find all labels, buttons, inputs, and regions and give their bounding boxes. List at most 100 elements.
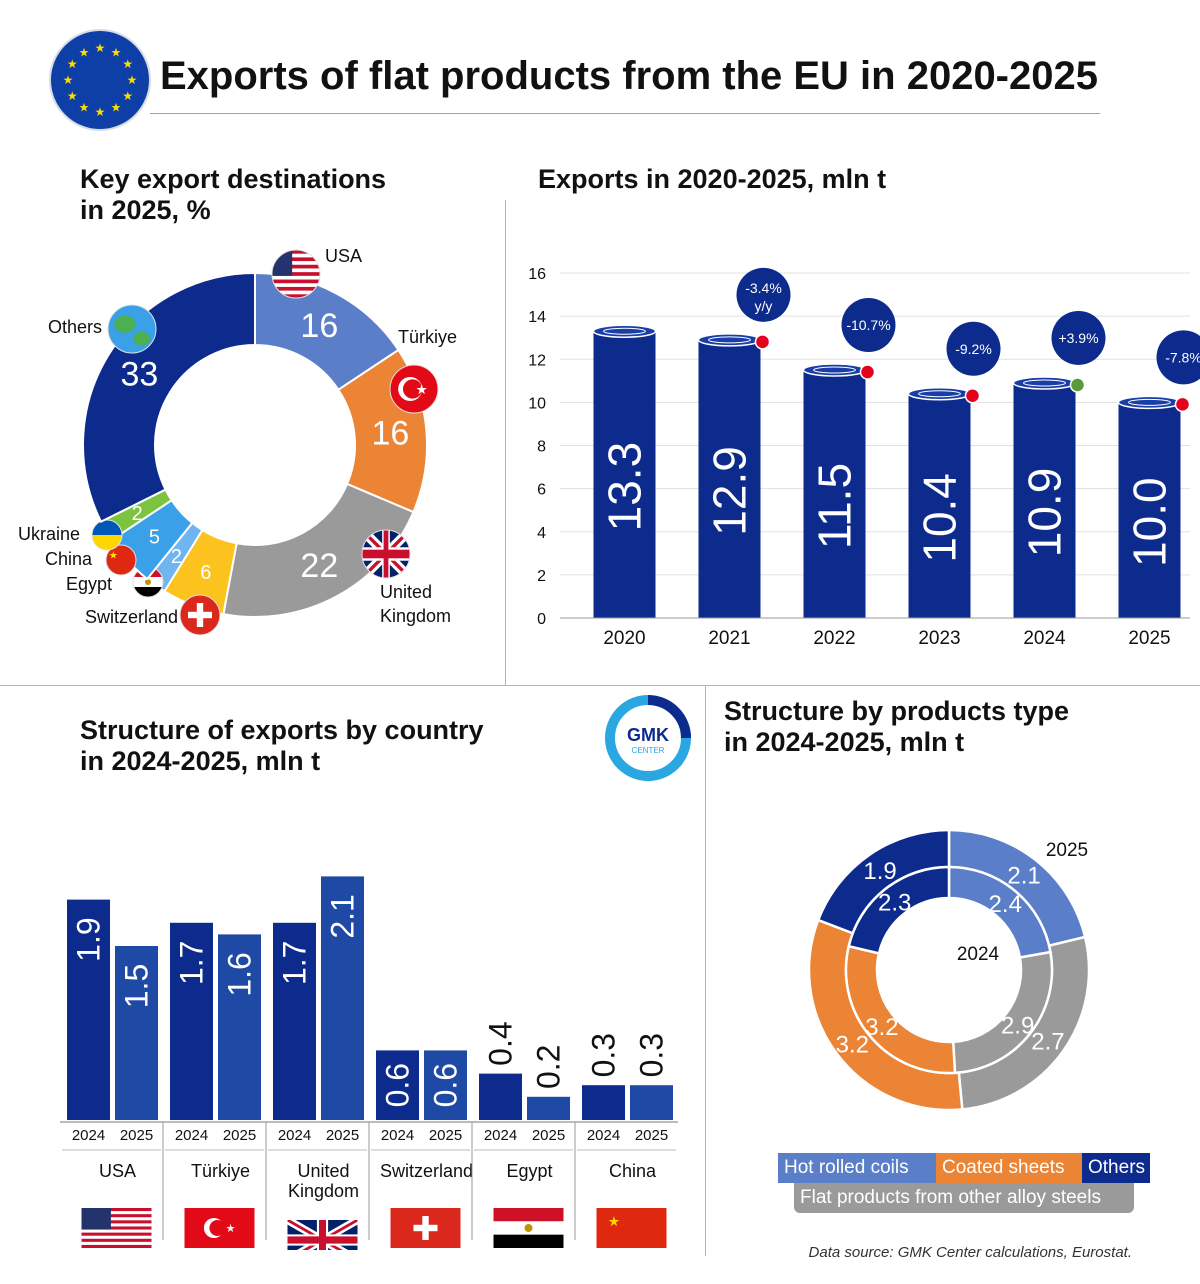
country-year-label: 2025 [223, 1127, 256, 1144]
country-year-label: 2025 [120, 1127, 153, 1144]
product-structure-title: Structure by products type in 2024-2025,… [724, 696, 1069, 758]
exports-ytick: 2 [537, 568, 546, 585]
country-year-label: 2025 [429, 1127, 462, 1144]
country-value-label: 1.7 [174, 941, 210, 985]
svg-text:★: ★ [109, 551, 118, 562]
exports-bar-2025 [1118, 402, 1181, 618]
country-bar-china-2024 [582, 1085, 625, 1120]
exports-bar-2024 [1013, 382, 1076, 618]
eu-star-icon: ★ [63, 73, 74, 87]
donut-title-line-2: in 2025, % [80, 195, 211, 225]
exports-change-marker [1069, 377, 1086, 393]
product-structure-chart: 2.1 2.7 3.2 1.9 2.4 2.9 3.2 2.3 2025 2024 [807, 828, 1091, 1112]
exports-value-label: 10.9 [1019, 468, 1071, 558]
exports-value-label: 12.9 [704, 446, 756, 536]
country-bar-egypt-2024 [479, 1073, 522, 1120]
switzerland-flag-icon [179, 594, 221, 636]
exports-xtick: 2023 [918, 628, 960, 649]
exports-value-label: 10.0 [1124, 477, 1176, 567]
country-bar-united-kingdom-2024 [273, 922, 316, 1120]
country-value-label: 1.6 [222, 952, 258, 996]
country-value-label: 0.6 [380, 1063, 416, 1107]
exports-ytick: 4 [537, 525, 546, 542]
country-bar-t-rkiye-2024 [170, 922, 213, 1120]
country-value-label: 1.7 [277, 941, 313, 985]
donut-value-united-kingdom: 22 [300, 547, 338, 585]
exports-title: Exports in 2020-2025, mln t [538, 164, 887, 194]
exports-change-label: -9.2% [955, 341, 992, 357]
exports-change-bubble [841, 298, 896, 353]
exports-change-label: -10.7% [846, 317, 890, 333]
donut-label-ukraine: Ukraine [18, 524, 80, 544]
svg-text:★: ★ [226, 1223, 236, 1235]
product-value-label: 1.9 [863, 858, 896, 885]
donut-value-others: 33 [120, 355, 158, 393]
donut-label-china: China [45, 549, 93, 569]
donut-value-ukraine: 2 [132, 503, 143, 525]
product-value-label: 2.1 [1007, 862, 1040, 889]
exports-bar-cap [697, 333, 762, 347]
country-year-label: 2024 [381, 1127, 414, 1144]
country-year-label: 2025 [635, 1127, 668, 1144]
country-structure-chart: 1.9 2024 1.5 2025 USA 1.7 2024 1.6 2025 Türkiye ★ 1… [60, 876, 678, 1250]
donut-label-egypt: Egypt [66, 574, 112, 594]
svg-text:★: ★ [608, 1214, 620, 1229]
exports-ytick: 8 [537, 439, 546, 456]
eu-star-icon: ★ [111, 45, 122, 59]
exports-bar-cap [592, 324, 657, 338]
exports-bar-cap [1012, 376, 1077, 390]
country-year-label: 2025 [532, 1127, 565, 1144]
page-title: Exports of flat products from the EU in … [160, 54, 1098, 98]
exports-ytick: 14 [528, 309, 546, 326]
exports-bar-cap-ring [603, 327, 646, 335]
product-value-label: 2.4 [989, 891, 1022, 918]
exports-bar-cap-ring [1023, 379, 1066, 387]
divider-horizontal [0, 685, 1200, 686]
globe-icon [107, 304, 157, 354]
exports-bar-chart: 0 2 4 6 8 10 12 14 16 13.3 2020 12.9 2021 -3.4% y/y 11.… [528, 266, 1200, 649]
exports-xtick: 2024 [1023, 628, 1066, 649]
donut-title-line-1: Key export destinations [80, 164, 387, 194]
country-year-label: 2024 [175, 1127, 208, 1144]
egypt-flag-icon [493, 1208, 564, 1248]
donut-title: Key export destinations in 2025, % [80, 164, 386, 226]
exports-value-label: 13.3 [599, 442, 651, 532]
product-ring-year-inner: 2024 [957, 944, 1000, 965]
country-bar-united-kingdom-2025 [321, 876, 364, 1120]
country-value-label: 0.6 [428, 1063, 464, 1107]
country-year-label: 2024 [72, 1127, 105, 1144]
eu-star-icon: ★ [122, 89, 133, 103]
country-year-label: 2024 [278, 1127, 311, 1144]
product-value-label: 2.7 [1031, 1028, 1064, 1055]
product-value-label: 3.2 [865, 1014, 898, 1041]
country-bar-usa-2024 [67, 899, 110, 1120]
destinations-donut-chart: 16USA16Türkiye★22UnitedKingdom6Switzerla… [18, 246, 457, 636]
country-bar-usa-2025 [115, 946, 158, 1120]
country-year-label: 2025 [326, 1127, 359, 1144]
country-value-label: 0.3 [586, 1033, 622, 1077]
eu-star-icon: ★ [79, 45, 90, 59]
donut-label-others: Others [48, 317, 102, 337]
turkey-flag-icon: ★ [184, 1208, 255, 1248]
country-label-china: China [609, 1161, 657, 1181]
exports-ytick: 16 [528, 266, 546, 283]
logo-text-gmk: GMK [627, 725, 669, 745]
exports-change-bubble [1051, 310, 1106, 365]
product-ring-year-outer: 2025 [1046, 840, 1088, 861]
eu-star-icon: ★ [95, 41, 106, 55]
donut-label-united-kingdom: Kingdom [380, 606, 451, 626]
exports-ytick: 12 [528, 352, 546, 369]
exports-value-label: 10.4 [914, 473, 966, 563]
eu-star-icon: ★ [127, 73, 138, 87]
country-structure-title: Structure of exports by country in 2024-… [80, 715, 484, 777]
exports-change-label: +3.9% [1058, 330, 1098, 346]
exports-ytick: 6 [537, 482, 546, 499]
country-bar-t-rkiye-2025 [218, 934, 261, 1120]
country-label-t-rkiye: Türkiye [191, 1161, 250, 1181]
exports-change-bubble [736, 267, 791, 322]
donut-value-switzerland: 6 [200, 562, 211, 584]
exports-bar-cap-ring [708, 336, 751, 344]
donut-label-switzerland: Switzerland [85, 607, 178, 627]
donut-label-t-rkiye: Türkiye [398, 327, 457, 347]
donut-label-usa: USA [325, 246, 362, 266]
